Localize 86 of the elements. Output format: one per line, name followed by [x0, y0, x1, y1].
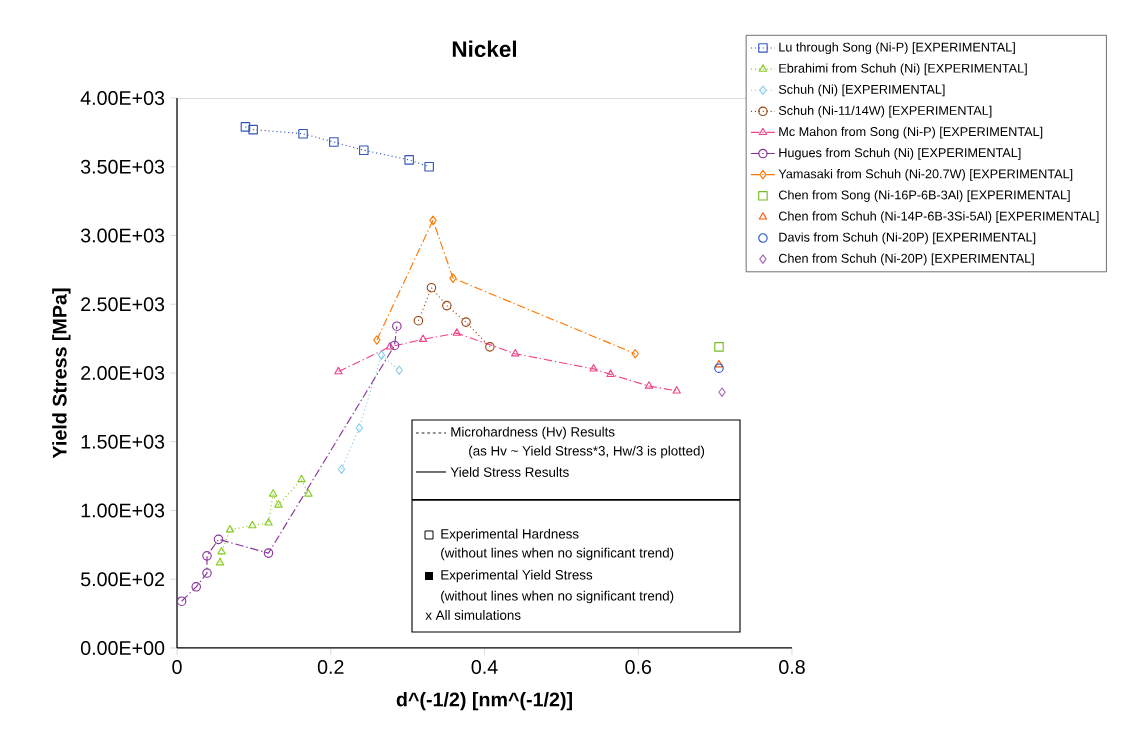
point: [404, 155, 414, 165]
annotation: (without lines when no significant trend): [441, 547, 674, 561]
point: [202, 568, 212, 578]
point: [589, 364, 598, 372]
annotation: (as Hv ~ Yield Stress*3, Hw/3 is plotted): [469, 445, 705, 459]
point: [240, 122, 251, 132]
y-tick-label: 3.00E+03: [80, 228, 165, 243]
point: [389, 340, 400, 351]
point: [644, 381, 654, 389]
point: [429, 215, 437, 226]
x-tick-label: 0.8: [779, 659, 805, 674]
point: [418, 334, 428, 342]
point: [672, 386, 681, 394]
legend-label: Yamasaki from Schuh (Ni-20.7W) [EXPERIMENTAL]: [778, 169, 1073, 181]
point: [385, 342, 395, 350]
point: [215, 557, 225, 566]
point: [264, 518, 273, 526]
point: [718, 387, 726, 398]
y-tick-label: 0.00E+00: [80, 641, 165, 655]
point: [191, 582, 201, 592]
y-tick-label: 1.50E+03: [81, 434, 165, 449]
point: [359, 145, 369, 156]
legend-label: Chen from Song (Ni-16P-6B-3Al) [EXPERIMENTAL]: [778, 190, 1070, 202]
point: [714, 363, 724, 373]
point: [424, 161, 434, 172]
y-tick-label: 5.00E+02: [80, 572, 165, 587]
point: [268, 489, 278, 497]
point: [202, 551, 212, 561]
point: [449, 273, 457, 283]
annotation: Experimental Hardness: [441, 528, 579, 542]
y-tick-label: 3.50E+03: [80, 159, 165, 174]
chart-title: Nickel: [452, 40, 517, 58]
point: [304, 489, 313, 497]
point: [213, 534, 224, 545]
point: [373, 335, 381, 345]
legend-label: Hugues from Schuh (Ni) [EXPERIMENTAL]: [779, 147, 1021, 160]
y-axis-title: Yield Stress [MPa]: [52, 288, 71, 459]
point: [355, 423, 363, 433]
legend-label: Davis from Schuh (Ni-20P) [EXPERIMENTAL]: [779, 232, 1036, 245]
x-tick-label: 0.4: [471, 659, 498, 674]
point: [714, 342, 724, 352]
legend-label: Chen from Schuh (Ni-14P-6B-3Si-5Al) [EXPERIMENTAL]: [778, 211, 1099, 224]
point: [461, 317, 471, 327]
point: [413, 315, 424, 326]
legend-label: Mc Mahon from Song (Ni-P) [EXPERIMENTAL]: [779, 126, 1043, 139]
annotation: x All simulations: [425, 610, 521, 620]
x-axis-title: d^(-1/2) [nm^(-1/2)]: [396, 692, 572, 711]
legend-label: Schuh (Ni) [EXPERIMENTAL]: [778, 84, 945, 97]
annotation: (without lines when no significant trend): [441, 590, 674, 604]
point: [442, 300, 452, 311]
point: [329, 137, 339, 147]
annotation: Microhardness (Hv) Results: [451, 426, 615, 440]
point: [298, 128, 308, 139]
point: [297, 474, 306, 483]
point: [248, 520, 257, 529]
y-tick-label: 2.50E+03: [81, 297, 165, 312]
y-tick-label: 2.00E+03: [81, 366, 165, 380]
point: [631, 348, 639, 359]
point: [511, 348, 520, 357]
annotation: Yield Stress Results: [450, 467, 569, 477]
legend-label: Chen from Schuh (Ni-20P) [EXPERIMENTAL]: [778, 253, 1034, 266]
point: [377, 350, 386, 360]
y-tick-label: 4.00E+03: [80, 91, 165, 105]
point: [274, 500, 283, 508]
point: [714, 359, 724, 368]
legend-label: Lu through Song (Ni-P) [EXPERIMENTAL]: [779, 42, 1015, 55]
point: [426, 282, 437, 293]
point: [606, 369, 615, 378]
x-tick-label: 0.6: [625, 659, 652, 674]
point: [217, 546, 226, 555]
x-tick-label: 0: [172, 659, 182, 674]
point: [392, 321, 402, 332]
point: [176, 596, 187, 607]
point: [395, 365, 403, 376]
legend-label: Ebrahimi from Schuh (Ni) [EXPERIMENTAL]: [779, 63, 1027, 76]
point: [337, 464, 346, 475]
point: [248, 124, 258, 135]
point: [263, 548, 274, 558]
point: [452, 328, 462, 336]
point: [485, 342, 495, 352]
point: [225, 524, 235, 533]
y-tick-label: 1.00E+03: [81, 503, 165, 518]
annotation: Experimental Yield Stress: [441, 569, 593, 583]
legend-label: Schuh (Ni-11/14W) [EXPERIMENTAL]: [778, 105, 992, 118]
x-tick-label: 0.2: [317, 659, 344, 674]
point: [334, 366, 343, 375]
